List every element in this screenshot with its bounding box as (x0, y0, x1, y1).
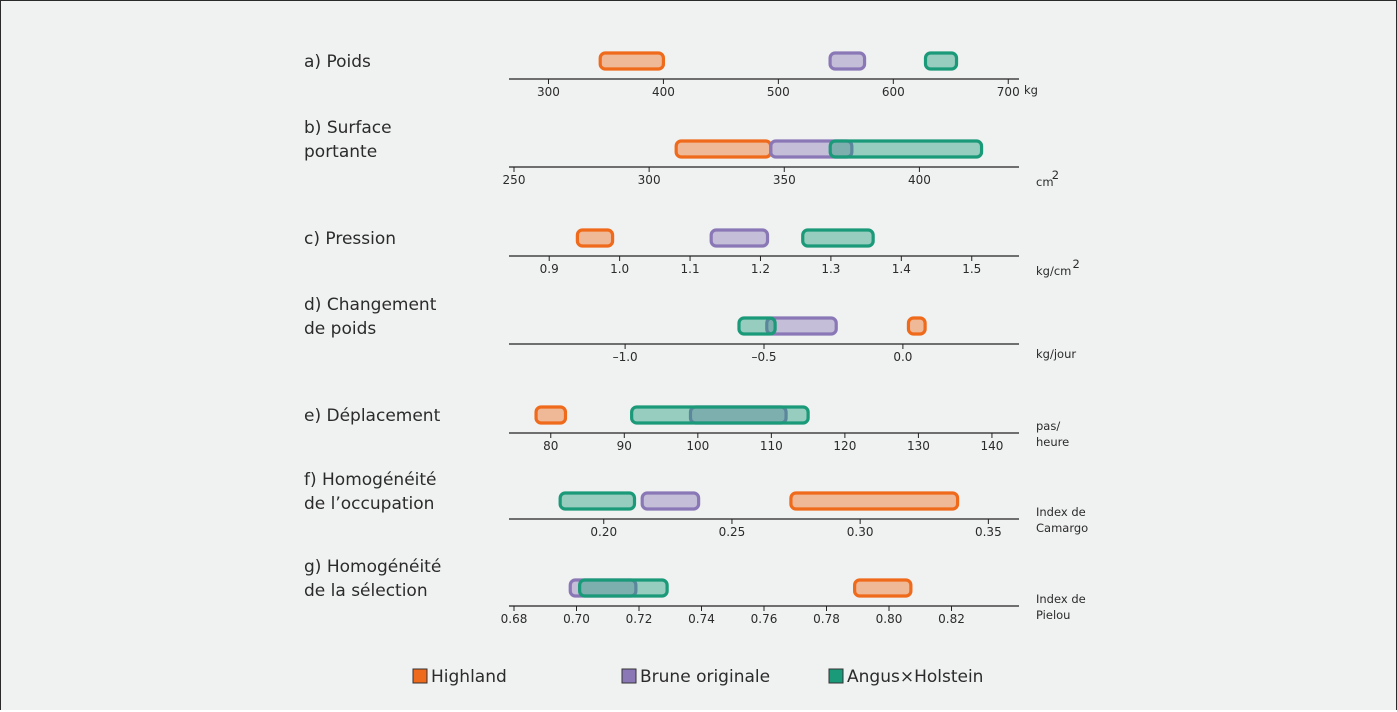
legend-swatch-2 (621, 668, 637, 684)
panel-b-label-line-1: b) Surface (304, 118, 392, 138)
panel-e-range-angus-holstein (630, 405, 810, 425)
panel-c-tick-label-5: 1.3 (821, 262, 840, 276)
panel-c-unit-superscript: 2 (1073, 257, 1080, 271)
panel-e-label-line-1: e) Déplacement (304, 406, 441, 426)
panel-c-tick-label-3: 1.1 (681, 262, 700, 276)
panel-d-range-brune-originale (765, 316, 838, 336)
panel-g-tick-label-4: 0.74 (688, 612, 715, 626)
panel-c-range-angus-holstein (801, 228, 875, 248)
panel-d-range-highland (906, 316, 927, 336)
panel-b-range-highland (674, 139, 773, 159)
legend-label-3: Angus×Holstein (847, 667, 983, 687)
panel-c-tick-label-4: 1.2 (751, 262, 770, 276)
panel-a-tick-label-1: 300 (537, 85, 560, 99)
legend-swatch-3 (828, 668, 844, 684)
panel-c-unit: kg/cm (1036, 264, 1071, 278)
panel-c-label-line-1: c) Pression (304, 229, 396, 249)
panel-d-tick-label-3: 0.0 (893, 350, 912, 364)
panel-a-range-angus-holstein (923, 51, 959, 71)
panel-g-tick-label-1: 0.68 (501, 612, 528, 626)
panel-d-range-angus-holstein (737, 316, 777, 336)
panel-g-tick-label-3: 0.72 (626, 612, 653, 626)
panel-g-label-line-2: de la sélection (304, 581, 428, 601)
panel-f-tick-label-3: 0.30 (847, 525, 874, 539)
panel-f-range-brune-originale (640, 491, 701, 511)
panel-a-range-highland (598, 51, 666, 71)
panel-e-tick-label-1: 80 (543, 439, 558, 453)
panel-f-label-line-1: f) Homogénéité (304, 470, 437, 490)
panel-g-label-line-1: g) Homogénéité (304, 557, 441, 577)
panel-b-tick-label-3: 350 (773, 173, 796, 187)
panel-d-tick-label-2: –0.5 (751, 350, 776, 364)
panel-e-tick-label-6: 130 (907, 439, 930, 453)
panel-f-tick-label-4: 0.35 (975, 525, 1002, 539)
panel-e-tick-label-2: 90 (617, 439, 632, 453)
panel-f-tick-label-1: 0.20 (590, 525, 617, 539)
panel-c-tick-label-2: 1.0 (610, 262, 629, 276)
panel-d-unit: kg/jour (1036, 347, 1076, 361)
panel-f-tick-label-2: 0.25 (719, 525, 746, 539)
panel-g-range-angus-holstein (578, 578, 669, 598)
panel-f-range-angus-holstein (558, 491, 637, 511)
panel-e-tick-label-3: 100 (686, 439, 709, 453)
panel-c-range-highland (575, 228, 615, 248)
panel-a-tick-label-4: 600 (882, 85, 905, 99)
panel-c-tick-label-7: 1.5 (962, 262, 981, 276)
panel-a-range-brune-originale (828, 51, 867, 71)
panel-g-tick-label-5: 0.76 (751, 612, 778, 626)
panel-d-label-line-2: de poids (304, 319, 376, 339)
legend-label-1: Highland (431, 667, 507, 687)
legend-label-2: Brune originale (640, 667, 770, 687)
panel-b-range-angus-holstein (828, 139, 984, 159)
panel-g-tick-label-2: 0.70 (563, 612, 590, 626)
panel-a-tick-label-2: 400 (652, 85, 675, 99)
panel-f-label-line-2: de l’occupation (304, 494, 434, 514)
panel-b-tick-label-2: 300 (638, 173, 661, 187)
panel-d-label-line-1: d) Changement (304, 295, 437, 315)
panel-g-tick-label-7: 0.80 (876, 612, 903, 626)
panel-a-tick-label-3: 500 (767, 85, 790, 99)
panel-d-tick-label-1: –1.0 (613, 350, 638, 364)
panel-e-unit-line-1: pas/ (1036, 419, 1060, 433)
panel-c-tick-label-6: 1.4 (892, 262, 911, 276)
panel-f-unit-line-1: Index de (1036, 505, 1086, 519)
panel-a-tick-label-5: 700 (997, 85, 1020, 99)
panel-c-tick-label-1: 0.9 (540, 262, 559, 276)
panel-b-tick-label-1: 250 (503, 173, 526, 187)
panel-e-unit-line-2: heure (1036, 435, 1069, 449)
legend-swatch-1 (412, 668, 428, 684)
panel-b-unit-superscript: 2 (1052, 168, 1059, 182)
panel-b-tick-label-4: 400 (908, 173, 931, 187)
panel-e-tick-label-4: 110 (760, 439, 783, 453)
panel-f-unit-line-2: Camargo (1036, 521, 1088, 535)
panel-g-unit-line-2: Pielou (1036, 608, 1070, 622)
panel-g-tick-label-6: 0.78 (813, 612, 840, 626)
panel-b-unit: cm (1036, 175, 1054, 189)
panel-b-label-line-2: portante (304, 142, 377, 162)
panel-e-tick-label-5: 120 (833, 439, 856, 453)
panel-g-tick-label-8: 0.82 (938, 612, 965, 626)
panel-a-label-line-1: a) Poids (304, 52, 371, 72)
panel-f-range-highland (789, 491, 960, 511)
panel-g-unit-line-1: Index de (1036, 592, 1086, 606)
panel-a-unit: kg (1024, 83, 1038, 97)
panel-g-range-highland (853, 578, 913, 598)
panel-e-range-highland (534, 405, 568, 425)
panel-c-range-brune-originale (709, 228, 770, 248)
panel-e-tick-label-7: 140 (980, 439, 1003, 453)
